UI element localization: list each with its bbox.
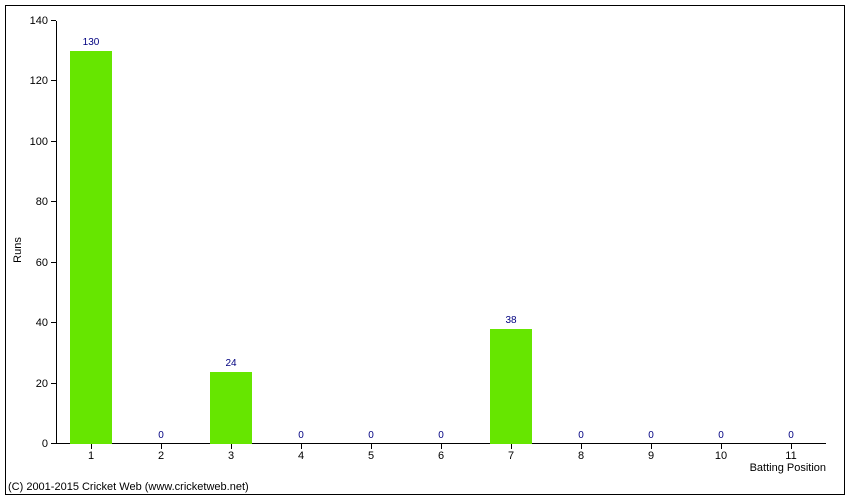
x-tick-label: 6 [438, 450, 444, 462]
x-tick [511, 444, 512, 449]
x-tick [91, 444, 92, 449]
bar-value-label: 0 [298, 430, 304, 441]
x-tick-label: 11 [785, 450, 796, 462]
x-tick [651, 444, 652, 449]
x-tick-label: 3 [228, 450, 234, 462]
x-tick-label: 8 [578, 450, 584, 462]
bar-value-label: 0 [438, 430, 444, 441]
y-axis [56, 21, 57, 444]
x-tick [581, 444, 582, 449]
bar-value-label: 0 [578, 430, 584, 441]
y-tick [51, 80, 56, 81]
x-tick [231, 444, 232, 449]
bar-value-label: 130 [83, 37, 100, 48]
y-tick [51, 20, 56, 21]
x-tick-label: 10 [715, 450, 727, 462]
bar-value-label: 0 [788, 430, 794, 441]
y-tick-label: 140 [30, 15, 48, 27]
bar: 130 [70, 51, 112, 444]
y-tick [51, 262, 56, 263]
x-tick [301, 444, 302, 449]
bar: 24 [210, 372, 252, 445]
plot-area: 020406080100120140 1234567891011 1300240… [56, 21, 826, 444]
y-tick-label: 120 [30, 75, 48, 87]
x-tick [721, 444, 722, 449]
chart-container: Runs 0 20 40 60 80 100 120 140 1 2 3 4 5 6 7 8 9 10 11 13… [5, 5, 845, 495]
y-tick [51, 383, 56, 384]
bar: 38 [490, 329, 532, 444]
x-tick [791, 444, 792, 449]
bar-value-label: 0 [158, 430, 164, 441]
x-axis-label: Batting Position [750, 462, 826, 474]
y-tick [51, 443, 56, 444]
y-tick [51, 141, 56, 142]
y-tick [51, 201, 56, 202]
y-tick-label: 80 [36, 196, 48, 208]
x-tick [441, 444, 442, 449]
y-axis-label: Runs [12, 237, 24, 263]
y-tick-label: 100 [30, 136, 48, 148]
bar-value-label: 38 [505, 315, 516, 326]
y-tick-label: 40 [36, 317, 48, 329]
credit-text: (C) 2001-2015 Cricket Web (www.cricketwe… [8, 481, 249, 493]
x-tick-label: 9 [648, 450, 654, 462]
x-tick-label: 7 [508, 450, 514, 462]
y-tick-label: 20 [36, 378, 48, 390]
bar-value-label: 0 [368, 430, 374, 441]
y-tick-label: 60 [36, 257, 48, 269]
x-tick-label: 5 [368, 450, 374, 462]
x-tick-label: 1 [88, 450, 94, 462]
x-tick [371, 444, 372, 449]
x-tick-label: 4 [298, 450, 304, 462]
y-tick-label: 0 [42, 438, 48, 450]
x-tick-label: 2 [158, 450, 164, 462]
x-tick [161, 444, 162, 449]
bar-value-label: 0 [648, 430, 654, 441]
bar-value-label: 0 [718, 430, 724, 441]
bar-value-label: 24 [225, 358, 236, 369]
y-tick [51, 322, 56, 323]
